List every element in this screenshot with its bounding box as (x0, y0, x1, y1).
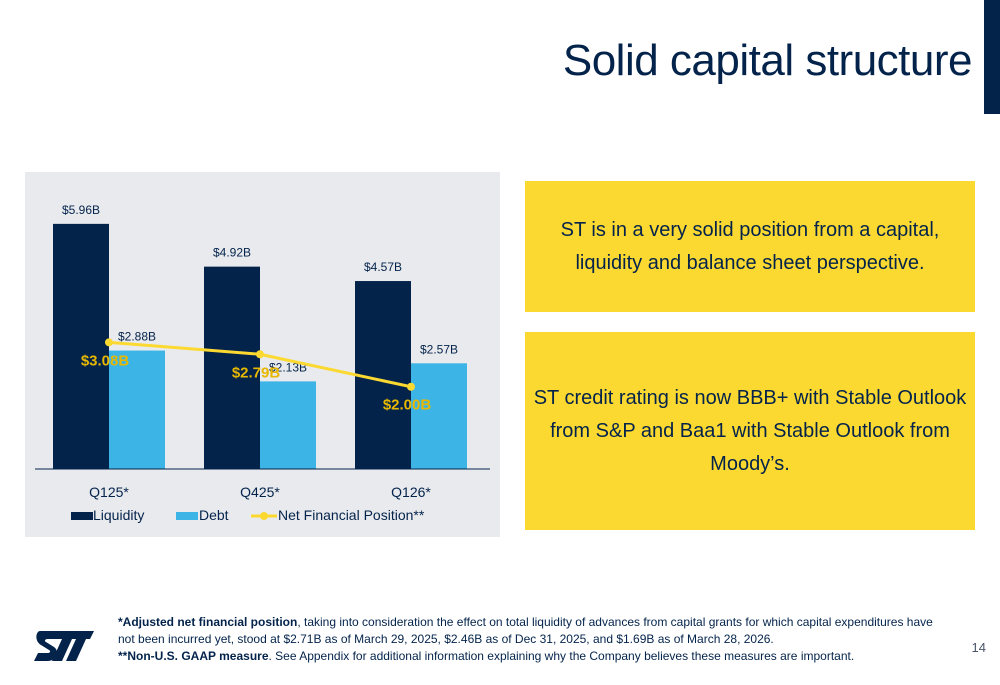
footnote-1: *Adjusted net financial position, taking… (118, 614, 948, 648)
category-label-1: Q125* (89, 484, 129, 500)
legend-debt-swatch (176, 512, 198, 520)
legend-liquidity-swatch (71, 512, 93, 520)
footnote-1-bold: *Adjusted net financial position (118, 615, 298, 629)
liquidity-label-2: $4.92B (213, 246, 251, 260)
debt-label-2: $2.13B (269, 360, 307, 374)
liquidity-label-3: $4.57B (364, 260, 402, 274)
net-label-3: $2.00B (383, 397, 432, 414)
chart-panel: $5.96B $2.88B Q125* $4.92B $2.13B Q425* $4.57B… (25, 172, 500, 537)
net-point-1 (105, 338, 113, 347)
page-title: Solid capital structure (562, 36, 973, 85)
footnote-1-text: , taking into consideration the effect o… (118, 615, 933, 646)
legend-debt-label: Debt (199, 507, 229, 523)
credit-rating-text: ST credit rating is now BBB+ with Stable… (533, 386, 967, 475)
solid-position-text: ST is in a very solid position from a ca… (560, 218, 940, 274)
accent-bar (984, 0, 1000, 114)
category-label-2: Q425* (240, 484, 280, 500)
credit-rating-callout: ST credit rating is now BBB+ with Stable… (525, 332, 975, 530)
debt-bar-2 (260, 381, 316, 469)
net-label-2: $2.79B (232, 364, 281, 381)
liquidity-bar-2 (204, 266, 260, 469)
footnote-2-bold: **Non-U.S. GAAP measure (118, 649, 269, 663)
debt-bar-3 (411, 363, 467, 469)
net-point-2 (256, 350, 264, 359)
debt-label-3: $2.57B (420, 342, 458, 356)
footnote: *Adjusted net financial position, taking… (118, 614, 948, 665)
page-number: 14 (971, 640, 986, 655)
solid-position-callout: ST is in a very solid position from a ca… (525, 181, 975, 312)
footnote-2: **Non-U.S. GAAP measure. See Appendix fo… (118, 648, 948, 665)
category-label-3: Q126* (391, 484, 431, 500)
liquidity-bar-3 (355, 281, 411, 469)
liquidity-label-1: $5.96B (62, 203, 100, 217)
net-label-1: $3.08B (81, 352, 130, 369)
legend-liquidity-label: Liquidity (93, 507, 144, 523)
debt-label-1: $2.88B (118, 330, 156, 344)
liquidity-bar-1 (53, 223, 109, 469)
legend-net-marker (260, 512, 268, 520)
st-logo-icon (34, 631, 94, 661)
debt-bar-1 (109, 350, 165, 469)
net-point-3 (407, 382, 415, 391)
footnote-2-text: . See Appendix for additional informatio… (268, 649, 855, 663)
capital-chart: $5.96B $2.88B Q125* $4.92B $2.13B Q425* $4.57B… (35, 203, 490, 523)
legend-net-label: Net Financial Position** (278, 507, 425, 523)
